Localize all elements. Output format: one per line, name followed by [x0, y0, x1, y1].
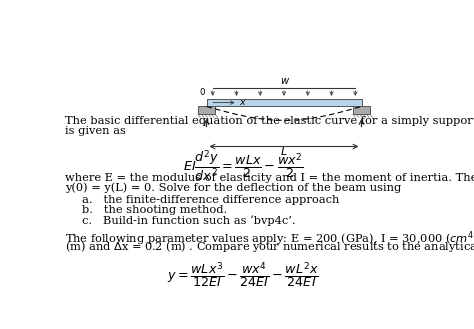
- Text: 0: 0: [200, 88, 205, 97]
- Text: where E = the modulus of elasticity and I = the moment of inertia. The boundary : where E = the modulus of elasticity and …: [65, 173, 474, 183]
- Text: b.   the shooting method.: b. the shooting method.: [82, 205, 228, 215]
- Text: x: x: [239, 98, 245, 107]
- Text: The basic differential equation of the elastic curve for a simply supported, uni: The basic differential equation of the e…: [65, 116, 474, 126]
- Bar: [198, 107, 215, 114]
- Text: w: w: [280, 76, 288, 87]
- Bar: [207, 99, 362, 107]
- Text: L: L: [281, 147, 287, 157]
- Text: a.   the finite-difference difference approach: a. the finite-difference difference appr…: [82, 195, 340, 205]
- Text: (m) and $\Delta$x = 0.2 (m) . Compare your numerical results to the analytical s: (m) and $\Delta$x = 0.2 (m) . Compare yo…: [65, 239, 474, 254]
- Bar: [353, 107, 370, 114]
- Text: is given as: is given as: [65, 126, 127, 137]
- Text: y(0) = y(L) = 0. Solve for the deflection of the beam using: y(0) = y(L) = 0. Solve for the deflectio…: [65, 183, 401, 193]
- Text: The following parameter values apply: E = 200 (GPa), I = 30,000 ($\mathit{cm}^4$: The following parameter values apply: E …: [65, 229, 474, 247]
- Text: $y = \dfrac{wLx^{3}}{12EI} - \dfrac{wx^{4}}{24EI} - \dfrac{wL^{2}x}{24EI}$: $y = \dfrac{wLx^{3}}{12EI} - \dfrac{wx^{…: [167, 261, 319, 290]
- Text: c.   Build-in function such as ‘bvp4c’.: c. Build-in function such as ‘bvp4c’.: [82, 215, 296, 226]
- Text: $EI\dfrac{d^{2}y}{dx^{2}} = \dfrac{wLx}{2} - \dfrac{wx^{2}}{2}$: $EI\dfrac{d^{2}y}{dx^{2}} = \dfrac{wLx}{…: [182, 148, 303, 183]
